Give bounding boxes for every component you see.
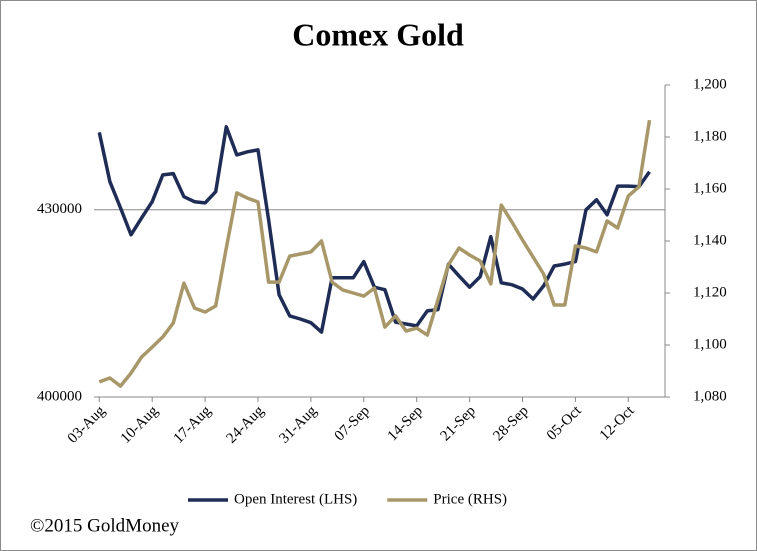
- series-line: [98, 119, 652, 388]
- y2-tick-label: 1,100: [693, 336, 727, 352]
- legend-label: Open Interest (LHS): [234, 491, 357, 507]
- legend-label: Price (RHS): [433, 491, 507, 507]
- y2-tick-label: 1,180: [693, 128, 727, 144]
- y2-tick-label: 1,120: [693, 284, 727, 300]
- y2-tick-label: 1,160: [693, 180, 727, 196]
- y2-tick-label: 1,200: [693, 76, 727, 92]
- footer: ©2015 GoldMoney: [30, 515, 180, 536]
- y-tick-label: 400000: [37, 388, 82, 404]
- y2-tick-label: 1,140: [693, 232, 727, 248]
- chart-title: Comex Gold: [292, 16, 464, 52]
- y2-tick-label: 1,080: [693, 388, 727, 404]
- y-tick-label: 430000: [37, 201, 82, 217]
